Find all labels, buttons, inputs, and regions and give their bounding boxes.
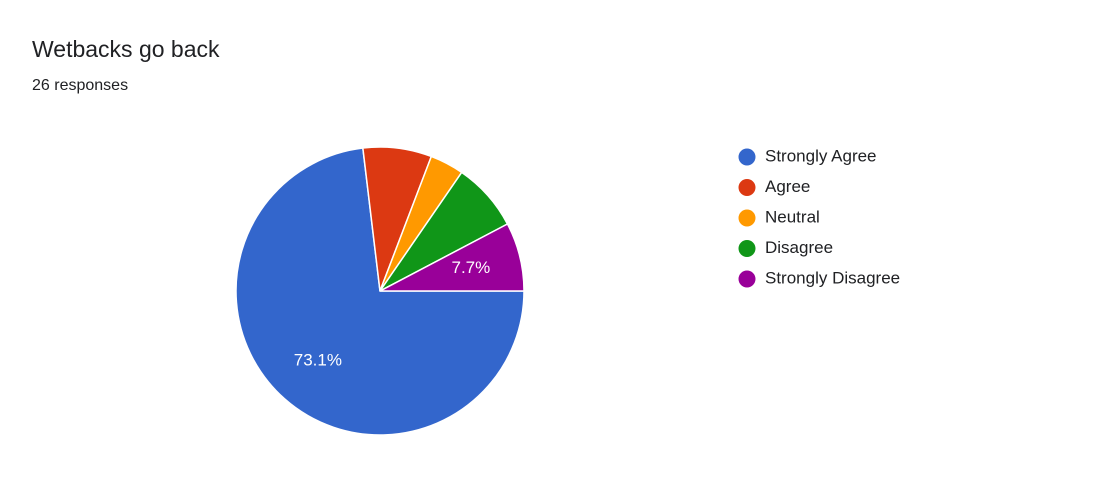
legend-marker <box>738 148 756 166</box>
legend-marker <box>738 270 756 288</box>
legend-label: Disagree <box>765 238 833 257</box>
data-label: 7.7% <box>451 258 490 277</box>
legend-marker <box>738 240 756 257</box>
chart-subtitle: 26 responses <box>32 77 128 94</box>
pie-slice <box>379 223 525 292</box>
legend-label: Strongly Agree <box>765 146 877 165</box>
legend-marker <box>738 179 756 196</box>
legend-label: Neutral <box>765 207 820 226</box>
legend-label: Agree <box>765 177 810 196</box>
chart-title: Wetbacks go back <box>32 36 220 62</box>
legend-marker <box>738 209 756 227</box>
legend-label: Strongly Disagree <box>765 268 900 287</box>
data-label: 73.1% <box>294 350 342 369</box>
